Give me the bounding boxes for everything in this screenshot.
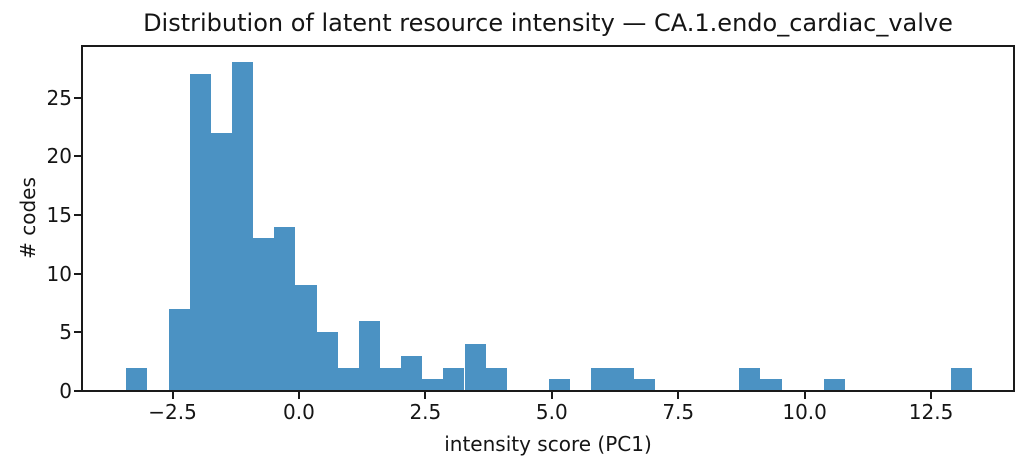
x-tick-mark	[297, 392, 300, 399]
y-tick-mark	[74, 96, 81, 99]
x-tick-label: 0.0	[283, 400, 315, 424]
histogram-bar	[823, 379, 845, 391]
y-tick-label: 10	[46, 261, 72, 286]
histogram-bar	[443, 367, 465, 391]
histogram-bar	[337, 367, 359, 391]
histogram-bar	[464, 344, 486, 391]
x-tick-label: −2.5	[148, 400, 197, 424]
histogram-bar	[422, 379, 444, 391]
x-axis-label: intensity score (PC1)	[444, 432, 652, 456]
histogram-bar	[950, 367, 972, 391]
histogram-bar	[739, 367, 761, 391]
y-tick-label: 25	[46, 85, 72, 110]
x-tick-label: 12.5	[908, 400, 954, 424]
histogram-bar	[274, 226, 296, 391]
x-tick-mark	[550, 392, 553, 399]
histogram-bar	[401, 355, 423, 391]
y-tick-label: 15	[46, 202, 72, 227]
x-tick-mark	[803, 392, 806, 399]
histogram-bar	[253, 238, 275, 391]
y-tick-mark	[74, 272, 81, 275]
x-tick-mark	[930, 392, 933, 399]
histogram-bar	[210, 132, 232, 391]
y-tick-label: 5	[59, 320, 72, 345]
x-tick-mark	[677, 392, 680, 399]
y-tick-mark	[74, 155, 81, 158]
histogram-bar	[295, 285, 317, 391]
histogram-bar	[612, 367, 634, 391]
y-tick-mark	[74, 390, 81, 392]
x-tick-mark	[424, 392, 427, 399]
histogram-bar	[633, 379, 655, 391]
plot-area	[82, 46, 1014, 391]
histogram-bar	[760, 379, 782, 391]
histogram-bar	[316, 332, 338, 391]
histogram-bar	[231, 62, 254, 391]
histogram-bar	[358, 320, 380, 391]
histogram-bar	[126, 367, 148, 391]
y-tick-mark	[74, 331, 81, 334]
x-tick-label: 10.0	[782, 400, 827, 424]
histogram-bar	[549, 379, 571, 391]
histogram-bar	[485, 367, 507, 391]
chart-title: Distribution of latent resource intensit…	[143, 9, 953, 37]
histogram-bar	[379, 367, 402, 391]
histogram-bar	[189, 74, 211, 391]
y-tick-mark	[74, 213, 81, 216]
x-tick-label: 5.0	[535, 400, 568, 424]
histogram-bar	[168, 308, 190, 391]
y-tick-label: 0	[59, 379, 72, 403]
x-tick-label: 2.5	[409, 400, 442, 424]
x-tick-mark	[171, 392, 174, 399]
x-tick-label: 7.5	[662, 400, 695, 424]
y-tick-label: 20	[46, 144, 72, 169]
histogram-bar	[591, 367, 613, 391]
